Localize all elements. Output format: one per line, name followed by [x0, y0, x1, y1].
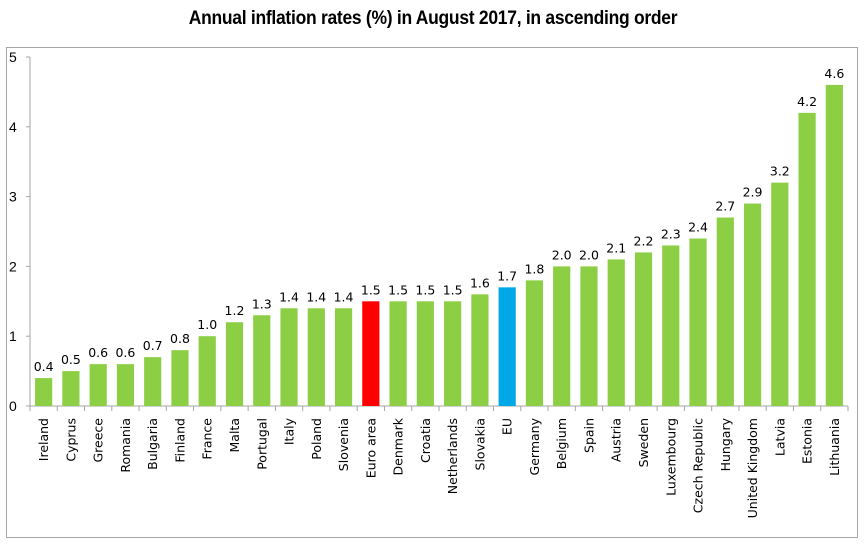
- chart-title: Annual inflation rates (%) in August 201…: [188, 8, 678, 29]
- bar-luxembourg: [662, 245, 680, 406]
- data-label: 2.3: [661, 226, 681, 241]
- bar-latvia: [771, 182, 789, 406]
- y-tick-label: 4: [9, 119, 17, 135]
- category-label: Poland: [309, 418, 324, 460]
- bar-united-kingdom: [743, 203, 762, 406]
- bar-euro-area: [362, 301, 380, 406]
- category-label: Sweden: [636, 418, 651, 467]
- bar-sweden: [634, 252, 653, 406]
- data-label: 1.4: [306, 289, 326, 304]
- category-label: France: [200, 418, 215, 460]
- category-label: Austria: [609, 418, 624, 462]
- bar-hungary: [716, 217, 734, 406]
- category-label: Finland: [172, 418, 187, 463]
- bar-lithuania: [825, 84, 843, 407]
- data-label: 2.7: [715, 199, 735, 214]
- category-label: Portugal: [254, 418, 269, 470]
- category-label: Lithuania: [827, 418, 842, 476]
- bar-slovenia: [334, 308, 353, 406]
- category-label: Luxembourg: [663, 418, 678, 496]
- category-label: Latvia: [772, 418, 787, 456]
- data-label: 1.7: [497, 268, 517, 283]
- category-label: Germany: [527, 417, 542, 475]
- data-label: 3.2: [770, 164, 790, 179]
- y-tick-label: 0: [9, 398, 17, 414]
- category-label: Slovakia: [472, 418, 487, 470]
- bar-belgium: [553, 266, 571, 406]
- category-label: Euro area: [363, 418, 378, 478]
- bar-spain: [580, 266, 598, 406]
- data-label: 1.3: [252, 296, 272, 311]
- data-label: 1.5: [361, 282, 381, 297]
- category-label: Bulgaria: [145, 418, 160, 470]
- category-label: Cyprus: [63, 418, 78, 462]
- data-label: 0.4: [34, 359, 54, 374]
- bar-france: [198, 336, 216, 406]
- y-tick-label: 2: [9, 258, 17, 274]
- bar-poland: [307, 308, 325, 406]
- data-label: 1.4: [279, 289, 299, 304]
- bar-netherlands: [444, 301, 462, 406]
- data-label: 2.2: [634, 233, 654, 248]
- category-label: Malta: [227, 418, 242, 452]
- bar-malta: [225, 322, 244, 406]
- category-label: Denmark: [391, 417, 406, 475]
- bar-austria: [607, 259, 625, 406]
- category-label: EU: [500, 418, 515, 435]
- data-label: 1.5: [388, 282, 408, 297]
- data-label: 1.4: [334, 289, 354, 304]
- category-label: Netherlands: [445, 418, 460, 494]
- category-label: Italy: [282, 417, 297, 445]
- bar-denmark: [389, 301, 407, 406]
- bar-czech-republic: [689, 238, 707, 406]
- data-label: 1.6: [470, 275, 490, 290]
- chart-frame: [6, 47, 858, 538]
- category-label: Greece: [91, 418, 106, 463]
- y-tick-label: 3: [9, 189, 17, 205]
- bar-portugal: [253, 315, 271, 406]
- data-label: 0.5: [61, 352, 81, 367]
- category-label: Czech Republic: [691, 418, 706, 513]
- bar-romania: [116, 364, 135, 406]
- bar-estonia: [798, 112, 816, 406]
- bar-italy: [280, 308, 298, 406]
- bar-ireland: [35, 378, 53, 406]
- data-label: 1.0: [197, 317, 217, 332]
- data-label: 0.6: [115, 345, 135, 360]
- category-label: Croatia: [418, 418, 433, 463]
- data-label: 2.1: [606, 240, 626, 255]
- data-label: 0.8: [170, 331, 190, 346]
- data-label: 2.0: [552, 247, 572, 262]
- category-label: Romania: [118, 418, 133, 473]
- data-label: 1.5: [415, 282, 435, 297]
- bar-greece: [89, 364, 107, 406]
- data-label: 4.2: [797, 94, 817, 109]
- data-label: 2.0: [579, 247, 599, 262]
- bar-croatia: [416, 301, 434, 406]
- data-label: 1.5: [443, 282, 463, 297]
- bar-germany: [525, 280, 544, 406]
- data-label: 1.2: [225, 303, 245, 318]
- category-label: Belgium: [554, 418, 569, 469]
- category-label: United Kingdom: [745, 418, 760, 518]
- bar-eu: [498, 287, 516, 406]
- category-label: Hungary: [718, 417, 733, 471]
- bar-finland: [171, 350, 189, 406]
- data-label: 2.4: [688, 219, 708, 234]
- data-label: 0.6: [88, 345, 108, 360]
- y-tick-label: 5: [9, 49, 17, 65]
- category-label: Slovenia: [336, 418, 351, 471]
- category-label: Ireland: [36, 418, 51, 461]
- data-label: 2.9: [743, 185, 763, 200]
- data-label: 0.7: [143, 338, 163, 353]
- category-label: Spain: [581, 418, 596, 453]
- bar-bulgaria: [144, 357, 162, 406]
- data-label: 4.6: [824, 66, 844, 81]
- data-label: 1.8: [524, 261, 544, 276]
- bar-slovakia: [471, 294, 489, 406]
- bar-cyprus: [62, 371, 80, 406]
- y-tick-label: 1: [9, 328, 17, 344]
- category-label: Estonia: [800, 418, 815, 464]
